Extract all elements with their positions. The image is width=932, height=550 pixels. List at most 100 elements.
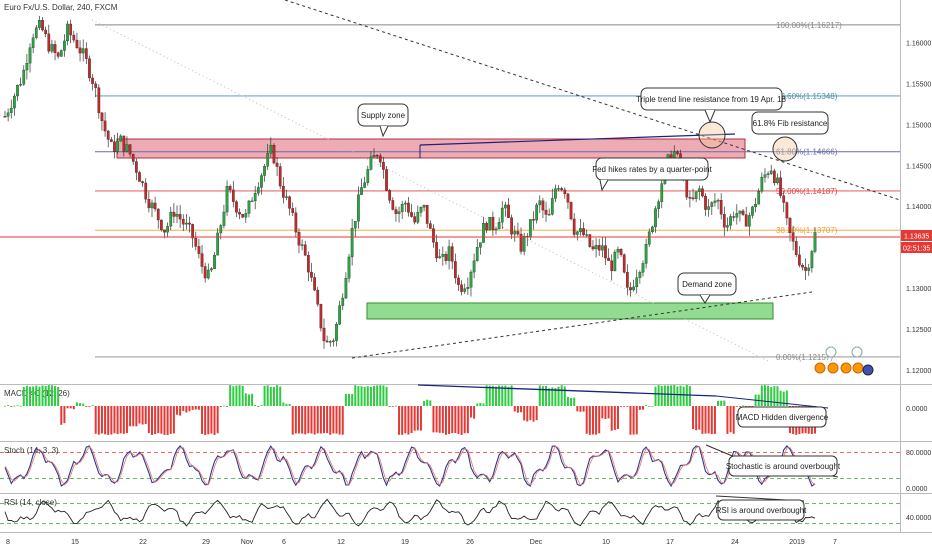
macd-bar — [579, 406, 582, 412]
candle-body — [579, 228, 582, 232]
macd-bar — [432, 406, 435, 433]
macd-bar — [35, 385, 38, 406]
macd-bar — [385, 386, 388, 406]
rsi-callout: RSI is around overbought — [716, 499, 807, 521]
macd-bar — [770, 386, 773, 406]
macd-bar — [332, 406, 335, 434]
stoch-title: Stoch (14, 3, 3) — [4, 446, 59, 455]
candle-body — [519, 233, 523, 252]
macd-bar — [185, 406, 188, 413]
stoch-ob-label: Stochastic is around overbought — [726, 462, 841, 471]
candle-body — [463, 288, 467, 292]
candle-body — [66, 23, 69, 42]
price-tick-label: 1.16000 — [906, 41, 931, 48]
macd-bar — [57, 386, 60, 406]
candle-body — [322, 327, 326, 342]
macd-bar — [160, 406, 163, 434]
macd-bar — [563, 386, 566, 406]
event-markers[interactable] — [814, 346, 874, 376]
candle-body — [585, 234, 589, 236]
macd-bar — [557, 386, 560, 406]
candle-body — [491, 216, 495, 231]
candle-body — [38, 20, 41, 28]
time-tick-label: Nov — [241, 539, 254, 546]
macd-bar — [607, 406, 610, 419]
macd-bar — [566, 397, 569, 406]
candle-body — [53, 44, 57, 53]
macd-bar — [663, 385, 666, 406]
macd-bar — [473, 406, 476, 419]
macd-bar — [294, 406, 297, 434]
candle-body — [513, 231, 517, 235]
candle-body — [397, 211, 401, 214]
candle-body — [84, 48, 88, 59]
candle-body — [547, 214, 551, 216]
macd-bar — [613, 406, 616, 430]
macd-pane[interactable]: MACD 4C (12, 26) 0.0000 MACD Hidden dive… — [4, 384, 928, 435]
macd-bar — [532, 406, 535, 422]
candle-body — [763, 174, 767, 178]
candle-body — [432, 228, 435, 243]
candle-body — [169, 211, 173, 227]
macd-bar — [438, 406, 441, 433]
macd-bar — [423, 400, 426, 406]
candle-body — [754, 203, 757, 208]
candle-body — [704, 195, 707, 210]
macd-bar — [435, 406, 438, 433]
macd-bar — [194, 406, 197, 410]
candle-body — [557, 188, 560, 190]
candle-body — [450, 246, 454, 262]
candle-body — [228, 186, 232, 191]
macd-bar — [291, 406, 294, 435]
macd-bar — [188, 406, 191, 412]
macd-bar — [341, 406, 344, 435]
price-tick-label: 1.15500 — [906, 82, 931, 89]
candle-body — [291, 208, 295, 213]
candle-body — [206, 269, 210, 279]
macd-bar — [710, 406, 713, 435]
macd-bar — [176, 406, 179, 415]
candle-body — [691, 197, 695, 200]
candle-body — [610, 260, 614, 272]
macd-bar — [679, 385, 682, 406]
macd-bar — [379, 385, 382, 406]
macd-bar — [244, 393, 247, 406]
macd-bar — [457, 406, 460, 435]
time-axis[interactable]: 8 15 22 29 Nov 6 12 19 26 Dec 10 17 24 2019 7 — [6, 539, 837, 546]
macd-bar — [219, 406, 222, 407]
macd-bar — [629, 406, 632, 435]
rsi-pane[interactable]: RSI (14, close) 40.0000 RSI is around ov… — [0, 495, 931, 527]
candle-body — [569, 202, 573, 220]
candle-body — [813, 232, 817, 252]
macd-bar — [172, 406, 175, 434]
candle-body — [166, 225, 169, 233]
macd-bar — [776, 386, 779, 406]
candle-body — [544, 209, 548, 215]
candle-body — [69, 23, 73, 36]
time-tick-label: 19 — [401, 539, 409, 546]
macd-bar — [54, 386, 57, 406]
macd-bar — [738, 406, 741, 407]
macd-bar — [147, 406, 150, 434]
candle-body — [210, 268, 213, 271]
candle-body — [626, 272, 629, 288]
candle-body — [444, 254, 448, 261]
macd-bar — [157, 406, 160, 434]
macd-bar — [407, 406, 410, 435]
candle-body — [428, 223, 432, 229]
price-tick-label: 1.14000 — [906, 204, 931, 211]
macd-bar — [570, 397, 573, 406]
macd-bar — [282, 402, 285, 406]
resistance-line[interactable] — [419, 133, 736, 146]
macd-bar — [601, 406, 604, 419]
price-tick-label: 1.12000 — [906, 368, 931, 375]
candle-body — [59, 50, 63, 57]
candle-body — [441, 254, 445, 257]
macd-bar — [535, 406, 538, 421]
macd-bar — [110, 406, 113, 435]
candle-body — [6, 112, 10, 117]
macd-bar — [41, 385, 44, 406]
macd-bar — [125, 406, 128, 434]
candle-body — [616, 249, 620, 253]
stoch-pane[interactable]: Stoch (14, 3, 3) 80.0000 0.0000 Stochast… — [0, 444, 931, 493]
